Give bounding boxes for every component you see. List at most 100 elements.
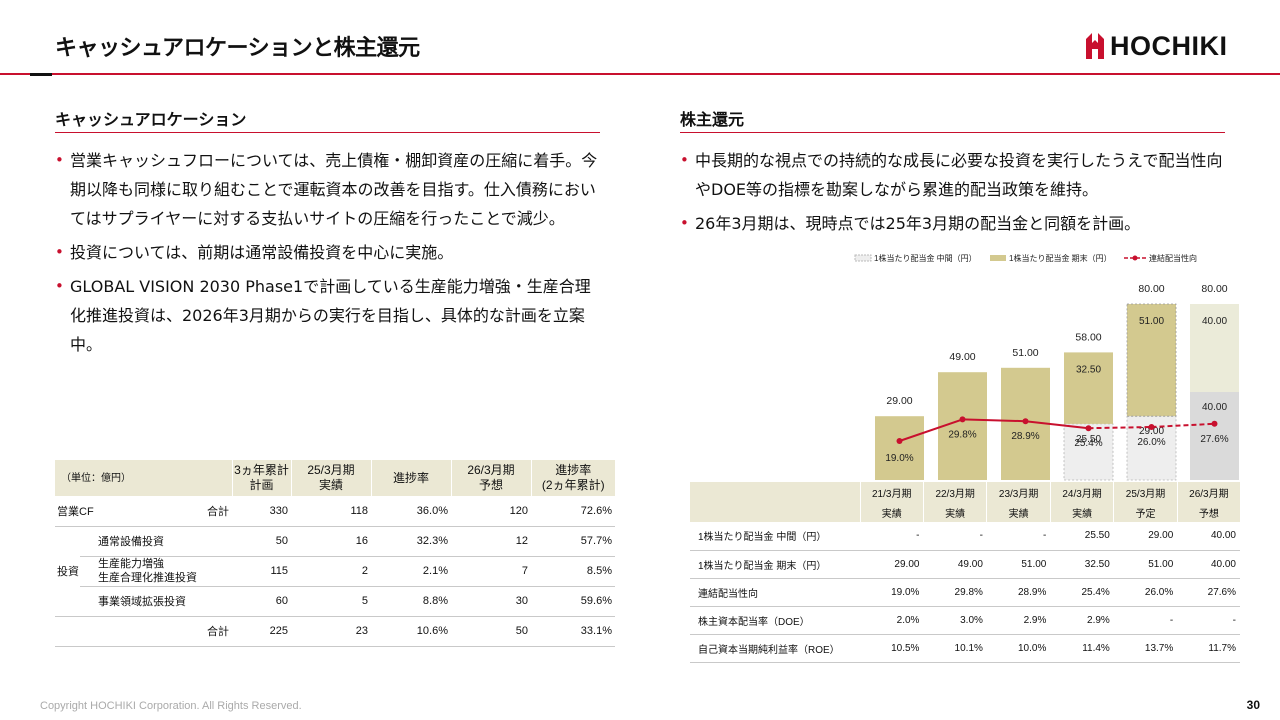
table-cell: 16 — [291, 526, 371, 557]
legend-swatch-interim — [854, 254, 872, 262]
bar-total-label: 80.00 — [1138, 283, 1164, 295]
column-subheader: 予想 — [1176, 502, 1240, 522]
table-cell: 29.00 — [860, 550, 924, 579]
legend-label-final: 1株当たり配当金 期末（円） — [1009, 253, 1112, 263]
table-cell: 2 — [291, 556, 371, 587]
table-cell: 51.00 — [1113, 550, 1178, 579]
table-cell: 26.0% — [1113, 578, 1178, 607]
table-cell: 3.0% — [923, 606, 987, 635]
table-cell: 115 — [232, 556, 291, 587]
bar-final — [875, 416, 924, 480]
row-label: 投資 — [55, 526, 80, 617]
table-cell: 60 — [232, 586, 291, 617]
shareholder-return-bullets: 中長期的な視点での持続的な成長に必要な投資を実行したうえで配当性向やDOE等の指… — [680, 146, 1230, 243]
table-cell: 2.1% — [371, 556, 451, 587]
copyright: Copyright HOCHIKI Corporation. All Right… — [40, 700, 302, 712]
payout-label: 25.4% — [1074, 438, 1102, 449]
bullet-item: 26年3月期は、現時点では25年3月期の配当金と同額を計画。 — [680, 209, 1230, 238]
table-cell: 7 — [451, 556, 531, 587]
payout-point — [959, 416, 966, 423]
column-header: 進捗率 (2ヵ年累計) — [530, 460, 615, 496]
table-cell: 57.7% — [531, 526, 615, 557]
row-label: 株主資本配当率（DOE） — [690, 606, 860, 635]
page-title: キャッシュアロケーションと株主還元 — [55, 36, 420, 61]
payout-line-segment — [899, 418, 963, 442]
shareholder-return-title: 株主還元 — [680, 110, 745, 129]
table-cell: 29.00 — [1113, 522, 1178, 551]
payout-line-segment — [1025, 420, 1089, 430]
bar-final-label: 32.50 — [1076, 364, 1101, 375]
legend-swatch-final — [990, 255, 1006, 261]
table-cell: 30 — [451, 586, 531, 617]
table-cell: 2.9% — [986, 606, 1051, 635]
table-cell: 2.9% — [1050, 606, 1114, 635]
table-cell: 330 — [232, 496, 291, 527]
payout-line-segment — [962, 418, 1026, 423]
payout-label: 28.9% — [1011, 431, 1039, 442]
unit-label: （単位：億円） — [55, 460, 232, 496]
table-cell: 10.0% — [986, 634, 1051, 663]
table-cell: 33.1% — [531, 616, 615, 647]
row-label: 1株当たり配当金 期末（円） — [690, 550, 860, 579]
column-subheader: 実績 — [1049, 502, 1114, 522]
table-cell: 49.00 — [923, 550, 987, 579]
table-cell: 225 — [232, 616, 291, 647]
column-header: 23/3月期 — [986, 482, 1051, 502]
table-row: 1株当たり配当金 期末（円） 29.00 49.00 51.00 32.50 51.00 4… — [690, 550, 1240, 579]
bullet-item: 中長期的な視点での持続的な成長に必要な投資を実行したうえで配当性向やDOE等の指… — [680, 146, 1230, 204]
dividend-table-body: 1株当たり配当金 中間（円） - - -25.50 29.00 40.00 1株当たり配当金… — [690, 522, 1240, 663]
table-row: 株主資本配当率（DOE） 2.0% 3.0% 2.9% 2.9% - - — [690, 606, 1240, 635]
column-header: 21/3月期 — [859, 482, 924, 502]
row-label: 1株当たり配当金 中間（円） — [690, 522, 860, 551]
page-number: 30 — [1246, 698, 1260, 712]
title-divider — [0, 73, 1280, 75]
legend-label-interim: 1株当たり配当金 中間（円） — [874, 253, 977, 263]
row-sublabel-line: 生産合理化推進投資 — [98, 572, 197, 584]
table-header-row: 実績 実績 実績 実績 予定 予想 — [690, 502, 1240, 522]
bar-final — [938, 372, 987, 480]
row-sublabel: 事業領域拡張投資 — [80, 586, 232, 617]
table-row: 合計 225 23 10.6% 50 33.1% — [55, 616, 615, 647]
table-cell: 25.50 — [1050, 522, 1114, 551]
table-cell: 10.6% — [371, 616, 451, 647]
table-cell: 40.00 — [1177, 522, 1240, 551]
bar-final — [1126, 303, 1177, 417]
row-label: 自己資本当期純利益率（ROE） — [690, 634, 860, 663]
column-header: 24/3月期 — [1049, 482, 1114, 502]
table-cell: - — [986, 522, 1051, 551]
table-cell: 23 — [291, 616, 371, 647]
column-subheader: 実績 — [986, 502, 1051, 522]
bar-total-label: 51.00 — [1012, 347, 1038, 359]
table-cell: - — [923, 522, 987, 551]
payout-point — [1022, 418, 1029, 425]
table-cell: 51.00 — [986, 550, 1051, 579]
row-sublabel-line: 生産能力増強 — [98, 558, 164, 570]
table-cell: 32.3% — [371, 526, 451, 557]
dividend-chart: 1株当たり配当金 中間（円） 1株当たり配当金 期末（円） 連結配当性向 29.00 4… — [854, 253, 1239, 481]
legend-marker-line — [1132, 255, 1138, 261]
table-row: 営業CF 合計 330 118 36.0% 120 72.6% — [55, 496, 615, 527]
table-cell: 36.0% — [371, 496, 451, 527]
payout-point — [1085, 425, 1092, 432]
table-row: 連結配当性向 19.0% 29.8% 28.9% 25.4% 26.0% 27.6% — [690, 578, 1240, 607]
hochiki-logo-icon — [1086, 33, 1104, 59]
row-sublabel: 合計 — [142, 496, 232, 527]
table-cell: 118 — [291, 496, 371, 527]
table-cell: 11.7% — [1177, 634, 1240, 663]
payout-label: 27.6% — [1200, 434, 1228, 445]
row-sublabel: 合計 — [55, 616, 232, 647]
payout-label: 29.8% — [948, 429, 976, 440]
table-cell: 32.50 — [1050, 550, 1114, 579]
bar-total-label: 49.00 — [949, 351, 975, 363]
column-header: 進捗率 — [370, 460, 451, 496]
bullet-item: 営業キャッシュフローについては、売上債権・棚卸資産の圧縮に着手。今期以降も同様に… — [55, 146, 605, 233]
payout-label: 19.0% — [885, 453, 913, 464]
table-cell: 72.6% — [531, 496, 615, 527]
payout-point — [1148, 424, 1155, 430]
bar-interim-label: 29.00 — [1139, 426, 1164, 437]
column-subheader: 実績 — [859, 502, 924, 522]
dividend-table: 21/3月期 22/3月期 23/3月期 24/3月期 25/3月期 26/3月… — [690, 482, 1240, 663]
payout-label: 26.0% — [1137, 437, 1165, 448]
header-blank — [690, 482, 860, 522]
table-header-row: 21/3月期 22/3月期 23/3月期 24/3月期 25/3月期 26/3月… — [690, 482, 1240, 522]
